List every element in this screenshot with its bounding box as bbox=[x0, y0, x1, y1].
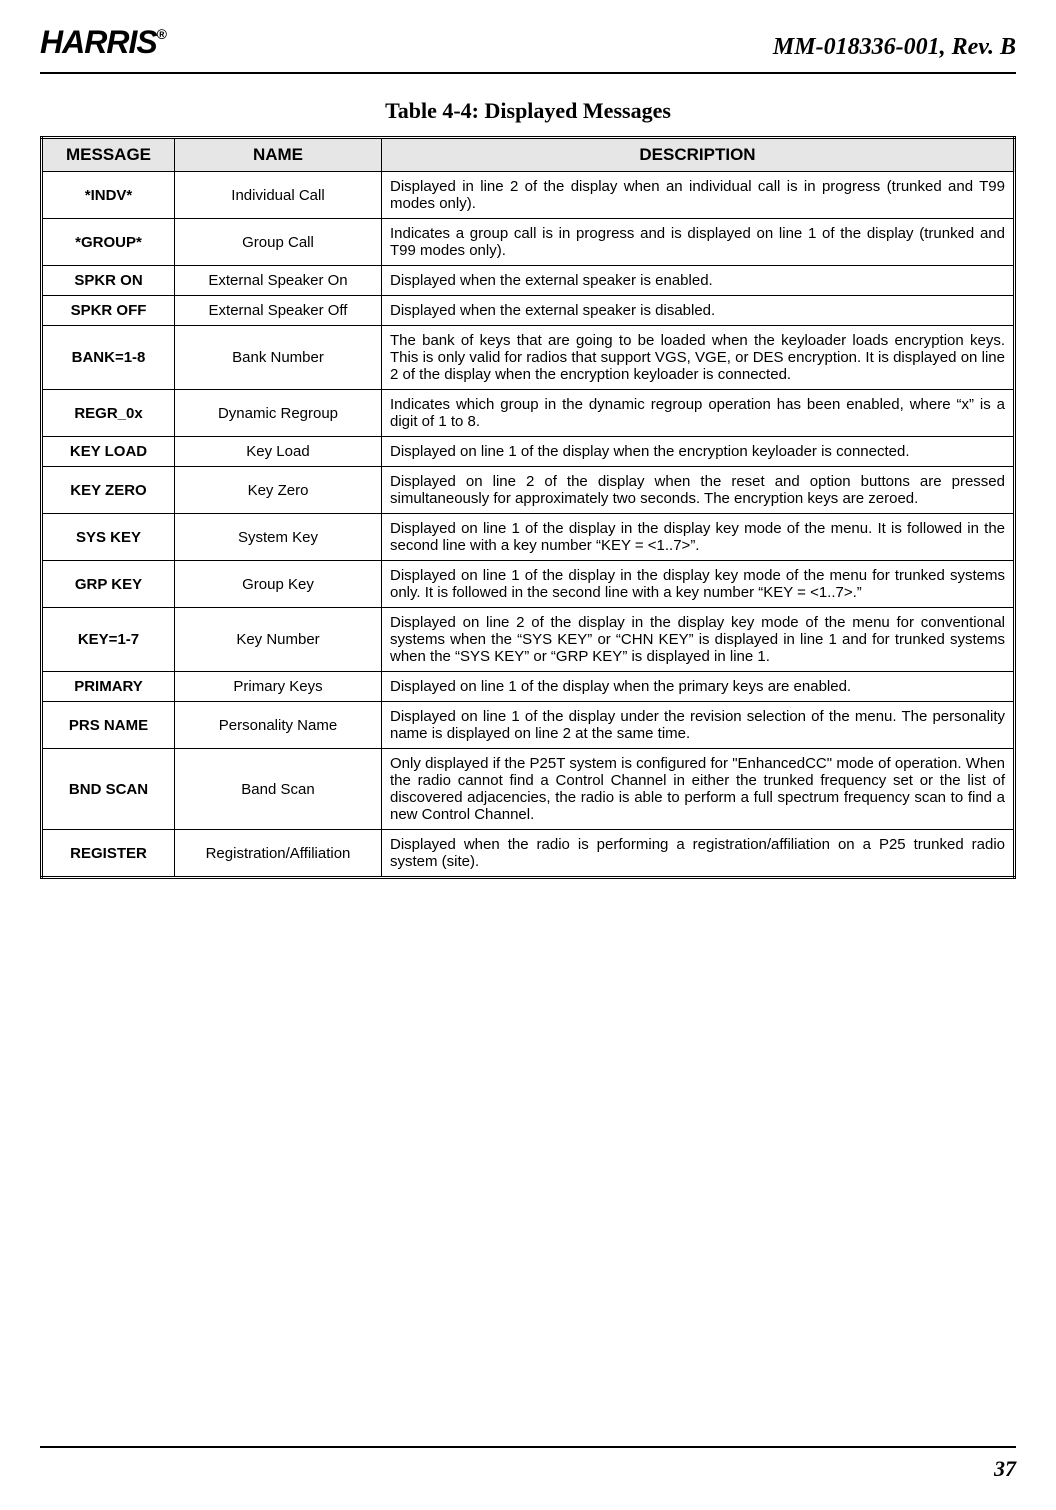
table-row: KEY ZEROKey ZeroDisplayed on line 2 of t… bbox=[42, 467, 1015, 514]
col-header-message: MESSAGE bbox=[42, 138, 175, 172]
cell-description: Indicates which group in the dynamic reg… bbox=[382, 390, 1015, 437]
table-row: SPKR ONExternal Speaker OnDisplayed when… bbox=[42, 266, 1015, 296]
cell-name: Primary Keys bbox=[175, 672, 382, 702]
cell-message: *INDV* bbox=[42, 172, 175, 219]
cell-name: Group Call bbox=[175, 219, 382, 266]
header-rule bbox=[40, 72, 1016, 74]
cell-message: REGR_0x bbox=[42, 390, 175, 437]
cell-name: Individual Call bbox=[175, 172, 382, 219]
table-row: *GROUP*Group CallIndicates a group call … bbox=[42, 219, 1015, 266]
table-row: KEY=1-7Key NumberDisplayed on line 2 of … bbox=[42, 608, 1015, 672]
cell-message: PRIMARY bbox=[42, 672, 175, 702]
table-header-row: MESSAGE NAME DESCRIPTION bbox=[42, 138, 1015, 172]
cell-message: REGISTER bbox=[42, 830, 175, 878]
cell-description: Displayed on line 1 of the display when … bbox=[382, 437, 1015, 467]
cell-name: Registration/Affiliation bbox=[175, 830, 382, 878]
cell-description: Displayed on line 1 of the display under… bbox=[382, 702, 1015, 749]
cell-name: Key Number bbox=[175, 608, 382, 672]
cell-message: *GROUP* bbox=[42, 219, 175, 266]
cell-name: Band Scan bbox=[175, 749, 382, 830]
cell-name: External Speaker On bbox=[175, 266, 382, 296]
table-row: BANK=1-8Bank NumberThe bank of keys that… bbox=[42, 326, 1015, 390]
cell-description: Displayed on line 1 of the display in th… bbox=[382, 561, 1015, 608]
table-row: GRP KEYGroup KeyDisplayed on line 1 of t… bbox=[42, 561, 1015, 608]
cell-description: Displayed on line 1 of the display in th… bbox=[382, 514, 1015, 561]
cell-name: Key Load bbox=[175, 437, 382, 467]
cell-message: SPKR ON bbox=[42, 266, 175, 296]
footer-rule bbox=[40, 1446, 1016, 1448]
cell-description: Displayed on line 2 of the display when … bbox=[382, 467, 1015, 514]
cell-message: SPKR OFF bbox=[42, 296, 175, 326]
table-row: REGR_0xDynamic RegroupIndicates which gr… bbox=[42, 390, 1015, 437]
table-row: PRS NAMEPersonality NameDisplayed on lin… bbox=[42, 702, 1015, 749]
table-row: BND SCANBand ScanOnly displayed if the P… bbox=[42, 749, 1015, 830]
logo-text: HARRIS bbox=[40, 24, 157, 60]
table-row: REGISTERRegistration/AffiliationDisplaye… bbox=[42, 830, 1015, 878]
table-row: KEY LOADKey LoadDisplayed on line 1 of t… bbox=[42, 437, 1015, 467]
cell-description: Displayed on line 2 of the display in th… bbox=[382, 608, 1015, 672]
page-number: 37 bbox=[994, 1456, 1016, 1482]
table-row: PRIMARYPrimary KeysDisplayed on line 1 o… bbox=[42, 672, 1015, 702]
messages-table: MESSAGE NAME DESCRIPTION *INDV*Individua… bbox=[40, 136, 1016, 879]
table-head: MESSAGE NAME DESCRIPTION bbox=[42, 138, 1015, 172]
cell-message: BANK=1-8 bbox=[42, 326, 175, 390]
table-row: SYS KEYSystem KeyDisplayed on line 1 of … bbox=[42, 514, 1015, 561]
cell-description: The bank of keys that are going to be lo… bbox=[382, 326, 1015, 390]
cell-message: KEY=1-7 bbox=[42, 608, 175, 672]
cell-message: GRP KEY bbox=[42, 561, 175, 608]
cell-name: Group Key bbox=[175, 561, 382, 608]
logo-registered: ® bbox=[157, 26, 166, 42]
document-id: MM-018336-001, Rev. B bbox=[773, 34, 1016, 61]
table-caption: Table 4-4: Displayed Messages bbox=[40, 98, 1016, 124]
cell-description: Displayed when the external speaker is e… bbox=[382, 266, 1015, 296]
harris-logo: HARRIS® bbox=[40, 24, 166, 61]
cell-description: Displayed when the external speaker is d… bbox=[382, 296, 1015, 326]
table-row: *INDV*Individual CallDisplayed in line 2… bbox=[42, 172, 1015, 219]
cell-description: Displayed in line 2 of the display when … bbox=[382, 172, 1015, 219]
page: HARRIS® MM-018336-001, Rev. B Table 4-4:… bbox=[0, 0, 1056, 1510]
cell-message: BND SCAN bbox=[42, 749, 175, 830]
table-body: *INDV*Individual CallDisplayed in line 2… bbox=[42, 172, 1015, 878]
cell-name: External Speaker Off bbox=[175, 296, 382, 326]
cell-description: Indicates a group call is in progress an… bbox=[382, 219, 1015, 266]
cell-name: System Key bbox=[175, 514, 382, 561]
cell-description: Only displayed if the P25T system is con… bbox=[382, 749, 1015, 830]
cell-message: SYS KEY bbox=[42, 514, 175, 561]
cell-name: Dynamic Regroup bbox=[175, 390, 382, 437]
table-row: SPKR OFFExternal Speaker OffDisplayed wh… bbox=[42, 296, 1015, 326]
cell-description: Displayed on line 1 of the display when … bbox=[382, 672, 1015, 702]
cell-message: KEY ZERO bbox=[42, 467, 175, 514]
cell-description: Displayed when the radio is performing a… bbox=[382, 830, 1015, 878]
col-header-description: DESCRIPTION bbox=[382, 138, 1015, 172]
cell-name: Key Zero bbox=[175, 467, 382, 514]
cell-name: Personality Name bbox=[175, 702, 382, 749]
cell-message: PRS NAME bbox=[42, 702, 175, 749]
col-header-name: NAME bbox=[175, 138, 382, 172]
cell-message: KEY LOAD bbox=[42, 437, 175, 467]
cell-name: Bank Number bbox=[175, 326, 382, 390]
